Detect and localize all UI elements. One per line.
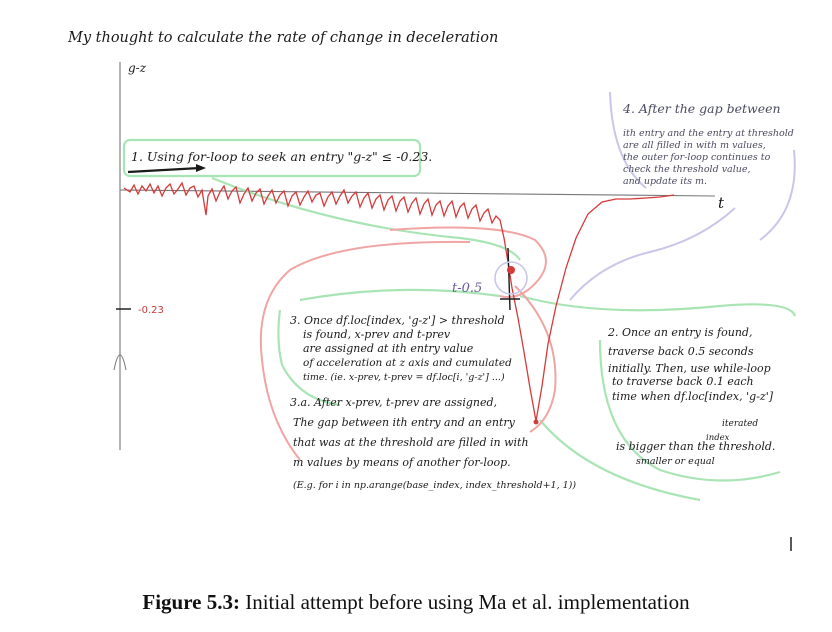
note-3-line-2: is found, x-prev and t-prev — [303, 328, 451, 341]
green-arc-3 — [277, 309, 341, 407]
green-arc-5 — [598, 339, 781, 482]
violet-arc-2 — [569, 207, 736, 301]
note-1-box — [122, 138, 422, 178]
note-2-smaller-or-equal: smaller or equal — [636, 456, 715, 467]
note-4-line-5: check the threshold value, — [623, 164, 751, 175]
note-2-iterated: iterated — [722, 419, 758, 429]
green-arc-2 — [299, 288, 501, 302]
figure-caption: Figure 5.3: Initial attempt before using… — [0, 590, 832, 615]
y-axis-label: g-z — [128, 61, 147, 75]
t-prev-point — [507, 266, 515, 274]
note-4-line-3: are all filled in with m values, — [623, 140, 766, 151]
violet-loop-arrows — [569, 91, 796, 301]
note-2-line-3: initially. Then, use while-loop — [608, 362, 771, 375]
note-4-line-2: ith entry and the entry at threshold — [623, 128, 794, 139]
axis-break-mark — [113, 354, 127, 371]
note-1: 1. Using for-loop to seek an entry "g-z"… — [131, 149, 432, 164]
red-arc-left — [259, 240, 471, 461]
note-4: 4. After the gap between ith entry and t… — [622, 101, 794, 187]
index-marker-line — [507, 247, 511, 311]
violet-arc-1 — [609, 91, 647, 189]
red-arc-right — [514, 285, 557, 433]
note-3-line-4: of acceleration at z axis and cumulated — [303, 357, 512, 369]
note-3-line-5: time. (ie. x-prev, t-prev = df.loc[i, 'g… — [303, 372, 505, 383]
red-arc-top — [389, 226, 547, 299]
note-3a-line-2: The gap between ith entry and an entry — [293, 416, 516, 429]
note-2-line-4: to traverse back 0.1 each — [612, 375, 754, 388]
green-arc-4 — [519, 294, 797, 317]
note-2: 2. Once an entry is found, traverse back… — [607, 326, 775, 467]
red-loop-arrows — [259, 226, 557, 461]
handwritten-diagram: My thought to calculate the rate of chan… — [67, 30, 797, 551]
signal-minimum-point — [533, 419, 539, 425]
t-prev-circle — [494, 261, 528, 295]
note-2-line-1: 2. Once an entry is found, — [607, 326, 752, 339]
note-3a-line-5: (E.g. for i in np.arange(base_index, ind… — [293, 480, 576, 491]
note-2-index: index — [706, 433, 730, 443]
note-3-line-3: are assigned at ith entry value — [303, 342, 474, 355]
green-arc-6 — [539, 419, 701, 502]
figure-caption-text: Initial attempt before using Ma et al. i… — [245, 590, 690, 614]
note-4-line-4: the outer for-loop continues to — [623, 152, 771, 163]
t-minus-label: t-0.5 — [452, 281, 482, 296]
note-3-line-1: 3. Once df.loc[index, 'g-z'] > threshold — [290, 314, 505, 327]
acceleration-signal — [123, 181, 675, 422]
note-4-line-1: 4. After the gap between — [622, 101, 781, 116]
violet-arc-3 — [759, 149, 796, 241]
note-3: 3. Once df.loc[index, 'g-z'] > threshold… — [290, 314, 512, 383]
step-1-arrow-line — [127, 166, 201, 174]
note-3a-line-4: m values by means of another for-loop. — [293, 456, 511, 469]
note-3a-line-3: that was at the threshold are filled in … — [293, 436, 529, 449]
note-3a: 3.a. After x-prev, t-prev are assigned, … — [290, 396, 576, 491]
x-axis — [119, 189, 716, 197]
green-arc-1 — [211, 176, 521, 261]
threshold-label: -0.23 — [138, 305, 164, 316]
note-2-line-5: time when df.loc[index, 'g-z'] — [612, 390, 774, 403]
note-3a-line-1: 3.a. After x-prev, t-prev are assigned, — [290, 396, 497, 409]
figure-caption-label: Figure 5.3: — [142, 590, 240, 614]
note-2-line-6: is bigger than the threshold. — [616, 440, 775, 453]
note-4-line-6: and update its m. — [623, 176, 707, 187]
diagram-title: My thought to calculate the rate of chan… — [67, 30, 498, 46]
green-loop-arrows — [122, 138, 797, 502]
note-2-line-2: traverse back 0.5 seconds — [608, 345, 754, 358]
step-1-arrow-head — [196, 164, 206, 172]
x-axis-label: t — [718, 194, 725, 212]
